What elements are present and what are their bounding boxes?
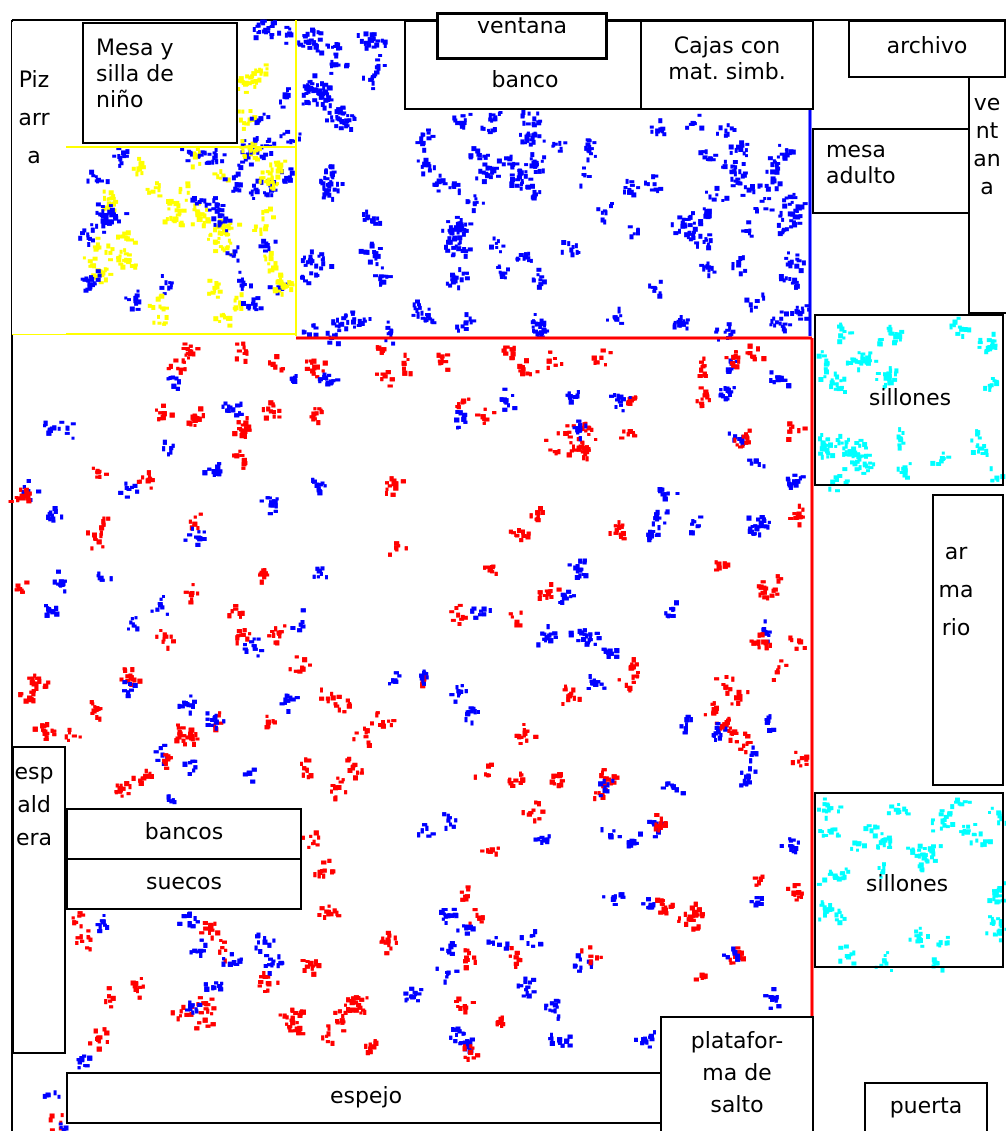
espejo-box	[66, 1072, 666, 1124]
puerta-label: puerta	[889, 1094, 963, 1119]
sillones-bottom-label: sillones	[865, 872, 949, 897]
suecos-label: suecos	[146, 870, 222, 895]
mesa-adulto-box	[812, 128, 970, 214]
ventana-right-label: ventana	[973, 91, 1001, 200]
sillones-top-box	[814, 314, 1004, 486]
sillones-top-marks	[816, 316, 1006, 493]
ventana-top-label: ventana	[476, 14, 568, 39]
sillones-bottom-box	[814, 792, 1004, 968]
sillones-top-label: sillones	[868, 386, 952, 411]
plataforma-label: platafor- ma de salto	[690, 1029, 784, 1118]
suecos-box	[66, 858, 302, 910]
archivo-label: archivo	[886, 34, 968, 59]
cajas-box	[640, 20, 814, 110]
yellow-zone-marks	[78, 19, 302, 328]
blue-zone-marks	[297, 27, 811, 347]
armario-box	[932, 494, 1004, 786]
puerta-box	[864, 1082, 988, 1131]
espaldera-box	[12, 746, 66, 1054]
bancos-label: bancos	[144, 820, 224, 845]
ventana-top-box	[436, 12, 608, 60]
banco-label: banco	[491, 68, 559, 93]
bancos-box	[66, 808, 302, 860]
cajas-label: Cajas con mat. simb.	[668, 34, 786, 85]
archivo-box	[848, 20, 1006, 78]
mesa-nino-label: Mesa y silla de niño	[96, 36, 174, 113]
pizarra-box	[12, 22, 66, 334]
pizarra-label: Pizarra	[18, 68, 50, 169]
armario-label: armario	[938, 540, 974, 641]
espaldera-label: espaldera	[14, 760, 54, 851]
mesa-adulto-label: mesa adulto	[826, 138, 896, 189]
espejo-label: espejo	[329, 1084, 403, 1109]
plataforma-box	[660, 1016, 814, 1131]
main-area-marks	[8, 341, 810, 1131]
mesa-nino-box	[82, 22, 238, 144]
sillones-bottom-marks	[816, 797, 1006, 973]
